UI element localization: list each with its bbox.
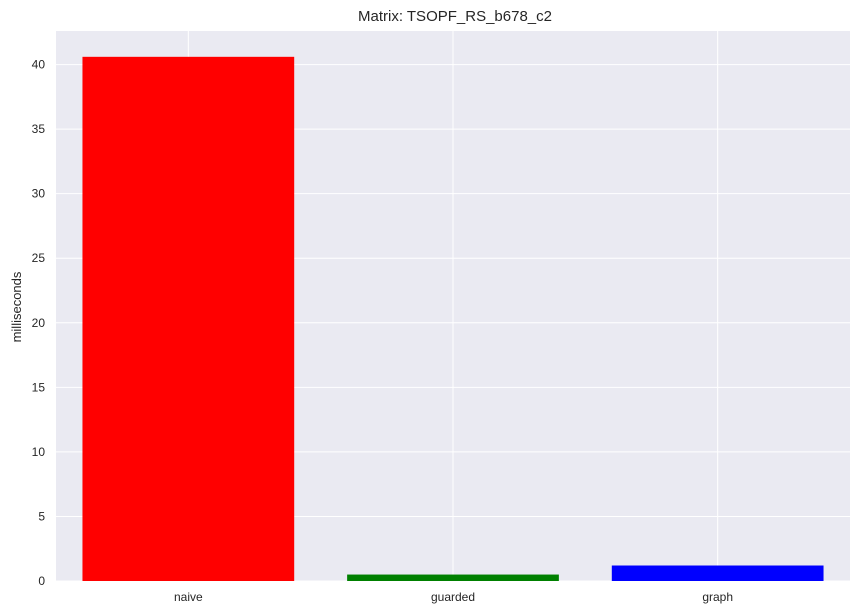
y-axis-label: milliseconds xyxy=(9,271,24,342)
bar-naive xyxy=(82,56,295,582)
bars xyxy=(82,56,824,582)
bar-guarded xyxy=(347,574,559,581)
y-tick-label: 10 xyxy=(32,445,46,459)
y-tick-label: 35 xyxy=(32,122,46,136)
y-tick-label: 20 xyxy=(32,316,46,330)
y-tick-label: 15 xyxy=(32,380,46,394)
x-tick-label-guarded: guarded xyxy=(431,590,475,604)
x-tick-label-graph: graph xyxy=(702,590,733,604)
y-tick-label: 25 xyxy=(32,251,46,265)
chart-title: Matrix: TSOPF_RS_b678_c2 xyxy=(358,8,552,25)
bar-graph xyxy=(611,565,824,581)
y-axis-ticks: 0 5 10 15 20 25 30 35 40 xyxy=(32,58,46,588)
x-tick-label-naive: naive xyxy=(174,590,203,604)
y-tick-label: 5 xyxy=(38,509,45,523)
y-tick-label: 30 xyxy=(32,187,46,201)
x-axis-ticks: naive guarded graph xyxy=(174,590,733,604)
y-tick-label: 0 xyxy=(38,574,45,588)
y-tick-label: 40 xyxy=(32,58,46,72)
